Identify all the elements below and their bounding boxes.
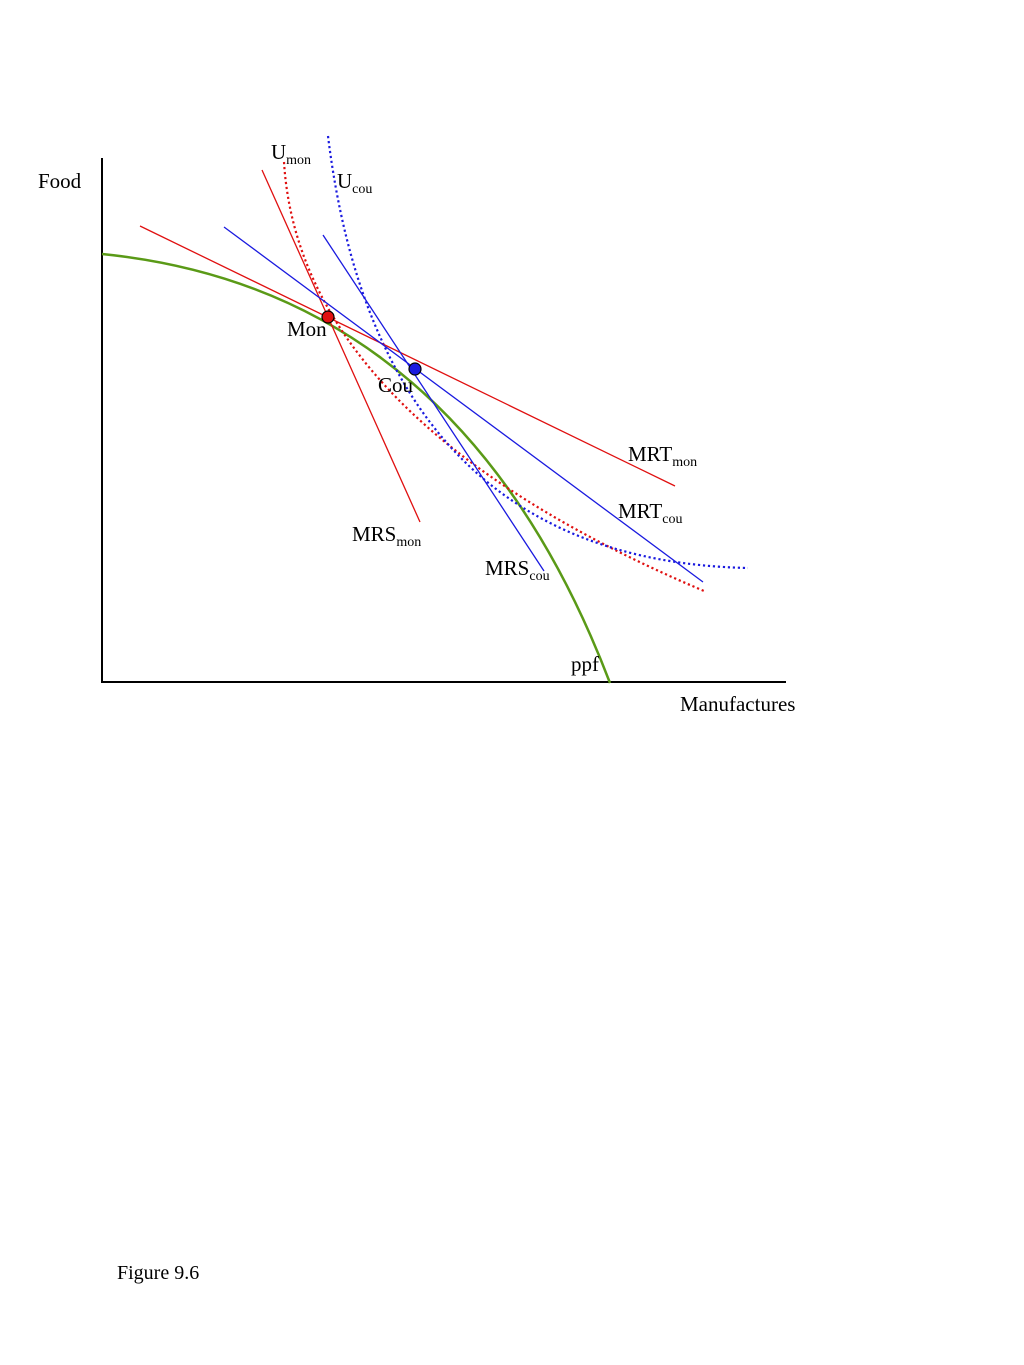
ppf-curve [101, 252, 612, 684]
mon-point-label: Mon [287, 317, 327, 341]
mrt-mon-label-main: MRT [628, 442, 672, 466]
mrs-cou-label-main: MRS [485, 556, 529, 580]
cou-point-label: Cou [378, 373, 414, 397]
mrs-cou-line [322, 234, 545, 572]
mrt-cou-label-main: MRT [618, 499, 662, 523]
u-cou-label-main: U [337, 169, 352, 193]
y-axis-label: Food [38, 169, 82, 193]
u-mon-curve [282, 161, 705, 593]
u-cou-label: Ucou [337, 169, 372, 197]
mrs-mon-line [261, 169, 421, 523]
mrt-mon-line [139, 225, 676, 487]
ppf-label: ppf [571, 652, 599, 676]
mrt-mon-label: MRTmon [628, 442, 697, 470]
figure-caption: Figure 9.6 [117, 1262, 200, 1284]
mrt-mon-label-sub: mon [672, 455, 697, 470]
u-mon-label: Umon [271, 140, 311, 168]
mon-point [321, 310, 335, 324]
u-mon-label-main: U [271, 140, 286, 164]
mrt-cou-label-sub: cou [662, 512, 682, 527]
u-cou-label-sub: cou [352, 182, 372, 197]
cou-point [408, 362, 422, 376]
mrt-cou-label: MRTcou [618, 499, 682, 527]
mrs-cou-label-sub: cou [529, 569, 549, 584]
mrs-mon-label: MRSmon [352, 522, 421, 550]
u-cou-curve [326, 135, 749, 570]
mrt-cou-line [223, 226, 704, 583]
mrs-mon-label-main: MRS [352, 522, 396, 546]
u-mon-label-sub: mon [286, 153, 311, 168]
mrs-mon-label-sub: mon [396, 535, 421, 550]
x-axis-label: Manufactures [680, 692, 795, 716]
mrs-cou-label: MRScou [485, 556, 550, 584]
